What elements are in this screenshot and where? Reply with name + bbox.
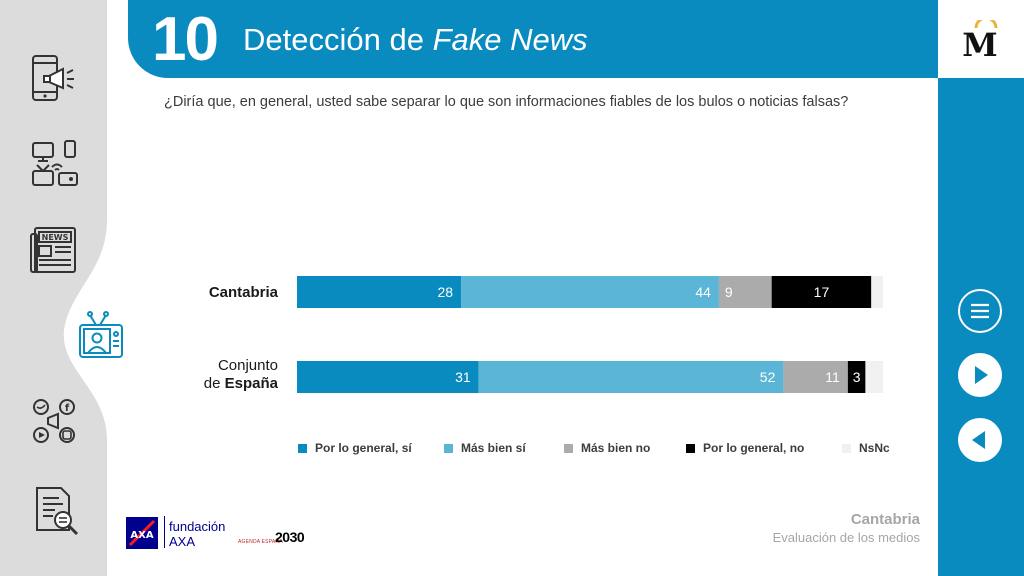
- play-left-icon: [972, 431, 985, 449]
- sidebar-item-television[interactable]: [74, 309, 128, 363]
- agenda-logo-year: 2030: [275, 529, 305, 545]
- data-label: 11: [825, 369, 840, 385]
- legend-label: Por lo general, sí: [315, 441, 412, 455]
- bar-segment: [783, 361, 848, 393]
- newspaper-icon: NEWS: [30, 227, 76, 273]
- axa-logo: AXA: [126, 517, 158, 549]
- sidebar: NEWS f: [0, 0, 138, 576]
- sponsor-name-line1: fundación: [169, 519, 226, 534]
- survey-question: ¿Diría que, en general, usted sabe separ…: [164, 94, 849, 110]
- section-number: 10: [152, 5, 219, 74]
- next-button[interactable]: [958, 353, 1002, 397]
- bar-segment: [461, 276, 719, 308]
- footer-region: Cantabria: [850, 511, 920, 528]
- menu-icon: [971, 303, 989, 319]
- sponsor-name-line2: AXA: [169, 534, 196, 549]
- category-label-line2-prefix: de: [203, 375, 225, 392]
- header-banner: [128, 0, 938, 78]
- data-label: 44: [695, 284, 711, 300]
- bar-segment: [297, 276, 462, 308]
- footer-report-title: Evaluación de los medios: [772, 530, 920, 545]
- legend-item-por-lo-general-si: Por lo general, sí: [298, 441, 412, 455]
- axa-logo-text: AXA: [130, 530, 153, 541]
- legend-label: Más bien sí: [461, 441, 526, 455]
- category-label-cantabria: Cantabria: [209, 284, 278, 302]
- bar-segment: [718, 276, 772, 308]
- legend-item-mas-bien-no: Más bien no: [564, 441, 650, 455]
- legend-label: Más bien no: [581, 441, 651, 455]
- category-label-text: Cantabria: [208, 284, 278, 301]
- legend-swatch: [842, 443, 851, 453]
- bar-segment: [771, 276, 872, 308]
- legend-label: NsNc: [859, 441, 890, 455]
- sponsor-divider: [164, 516, 165, 548]
- legend-item-mas-bien-si: Más bien sí: [444, 441, 526, 455]
- legend-item-nsnc: NsNc: [842, 441, 890, 455]
- data-label: 3: [853, 369, 861, 385]
- page-title: Detección de Fake News: [243, 20, 588, 60]
- category-label-line2: España: [224, 375, 278, 392]
- legend-label: Por lo general, no: [703, 441, 805, 455]
- category-label-espana: Conjunto de España: [204, 357, 278, 393]
- page-title-prefix: Detección de: [243, 22, 433, 57]
- document-search-icon: [36, 487, 79, 536]
- brand-logo: M: [962, 20, 998, 60]
- legend-item-por-lo-general-no: Por lo general, no: [686, 441, 804, 455]
- bar-segment: [847, 361, 866, 393]
- social-media-icon: f: [33, 399, 75, 443]
- bar-segment: [478, 361, 784, 393]
- previous-button[interactable]: [958, 418, 1002, 462]
- legend-swatch: [298, 443, 307, 453]
- sidebar-item-press[interactable]: NEWS: [27, 222, 81, 276]
- data-label: 52: [760, 369, 776, 385]
- bar-segment: [871, 276, 883, 308]
- devices-icon: [32, 140, 78, 186]
- legend-swatch: [444, 443, 453, 453]
- tv-presenter-icon: [79, 311, 123, 358]
- legend-swatch: [686, 443, 695, 453]
- play-right-icon: [975, 366, 988, 384]
- header-brand-area: [938, 0, 1024, 78]
- sidebar-item-mobile-advertising[interactable]: [27, 52, 81, 106]
- data-label: 17: [814, 284, 830, 300]
- sidebar-background: [0, 0, 107, 576]
- category-label-line1: Conjunto: [217, 357, 278, 374]
- svg-text:NEWS: NEWS: [42, 233, 69, 242]
- menu-button[interactable]: [958, 289, 1002, 333]
- data-label: 9: [725, 284, 733, 300]
- sidebar-item-conclusions[interactable]: [29, 484, 83, 538]
- brand-logo-letter: M: [962, 26, 997, 60]
- page-title-emphasis: Fake News: [432, 22, 588, 57]
- mobile-megaphone-icon: [32, 55, 74, 101]
- sidebar-item-devices[interactable]: [27, 137, 81, 191]
- svg-text:f: f: [65, 403, 70, 414]
- data-label: 31: [455, 369, 471, 385]
- sidebar-item-social-media[interactable]: f: [27, 394, 81, 448]
- data-label: 28: [438, 284, 454, 300]
- agenda-logo-small-text: AGENDA ESPAÑA: [238, 539, 283, 545]
- bar-segment: [297, 361, 479, 393]
- legend-swatch: [564, 443, 573, 453]
- bar-segment: [865, 361, 883, 393]
